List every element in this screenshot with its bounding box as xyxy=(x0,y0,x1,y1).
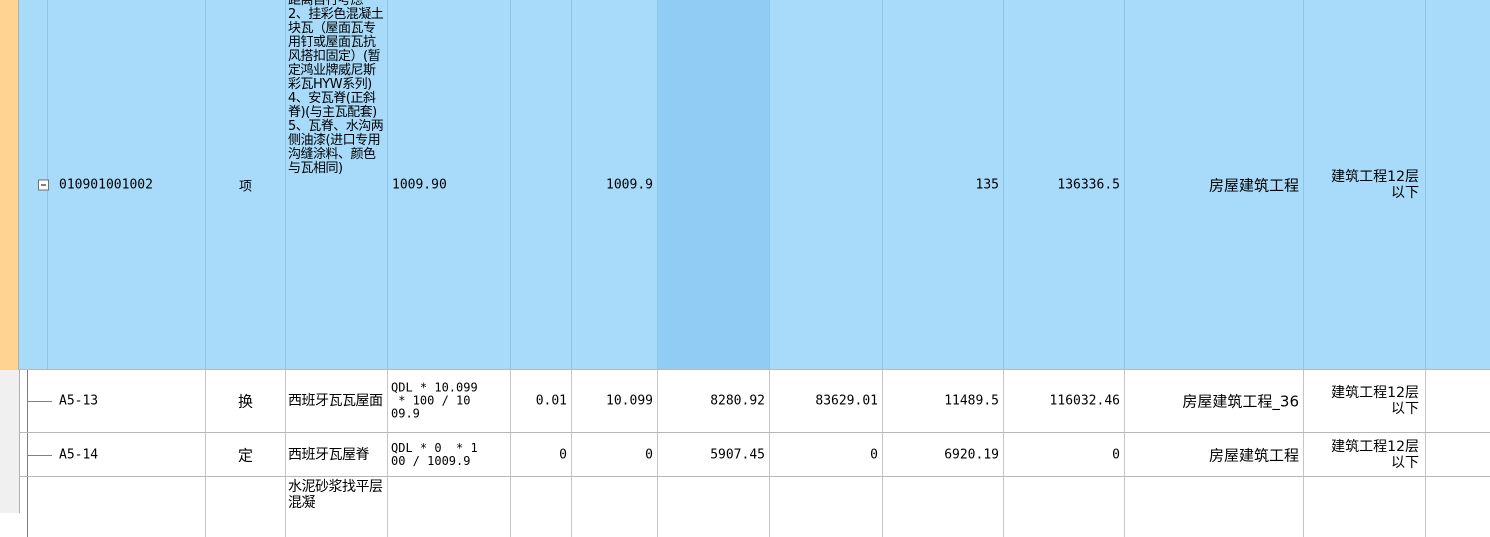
expression-cell[interactable]: 1009.90 xyxy=(388,0,511,369)
comp-total-text: 0 xyxy=(1112,447,1120,462)
type-text: 换 xyxy=(237,392,253,411)
quantity-text: 0 xyxy=(645,447,653,462)
expression-text: QDL * 0 * 1 00 / 1009.9 xyxy=(391,440,478,468)
extra-cell[interactable] xyxy=(1426,433,1490,476)
quantity-cell[interactable]: 0 xyxy=(572,433,658,476)
comp-total-cell[interactable] xyxy=(1004,477,1125,537)
total-cell[interactable]: 0 xyxy=(770,433,883,476)
comp-price-text: 135 xyxy=(975,177,999,192)
unit-price-cell[interactable] xyxy=(658,0,770,369)
specialty-cell[interactable]: 房屋建筑工程_36 xyxy=(1125,370,1304,432)
description-text: 西班牙瓦瓦屋面 xyxy=(288,393,383,409)
collapse-icon[interactable] xyxy=(38,179,49,190)
code-text: A5-14 xyxy=(59,447,99,462)
fee-category-cell[interactable]: 建筑工程12层 以下 xyxy=(1304,370,1426,432)
expression-cell[interactable]: QDL * 10.099 * 100 / 10 09.9 xyxy=(388,370,511,432)
quantity-text: 1009.9 xyxy=(606,177,653,192)
total-text: 0 xyxy=(870,447,878,462)
table-row-partial[interactable]: 水泥砂浆找平层 混凝 xyxy=(19,477,1490,537)
description-cell[interactable]: 西班牙瓦瓦屋面 xyxy=(286,370,388,432)
tree-branch xyxy=(27,401,52,402)
type-text: 项 xyxy=(238,179,252,194)
expression-cell[interactable]: QDL * 0 * 1 00 / 1009.9 xyxy=(388,433,511,476)
comp-total-text: 136336.5 xyxy=(1057,177,1120,192)
content-cell[interactable] xyxy=(511,477,572,537)
quantity-cell[interactable]: 10.099 xyxy=(572,370,658,432)
total-cell[interactable]: 83629.01 xyxy=(770,370,883,432)
total-cell[interactable] xyxy=(770,477,883,537)
code-cell[interactable]: A5-14 xyxy=(19,433,206,476)
comp-total-cell[interactable]: 136336.5 xyxy=(1004,0,1125,369)
comp-price-cell[interactable]: 135 xyxy=(883,0,1004,369)
expression-cell[interactable] xyxy=(388,477,511,537)
content-text: 0 xyxy=(559,447,567,462)
extra-cell[interactable] xyxy=(1426,0,1490,369)
description-cell[interactable]: 距离自行考虑 2、挂彩色混凝土块瓦（屋面瓦专用钉或屋面瓦抗风搭扣固定）(暂定鸿业… xyxy=(286,0,388,369)
fee-category-text: 建筑工程12层 以下 xyxy=(1331,438,1419,471)
table-row-bill-item[interactable]: 010901001002 项 距离自行考虑 2、挂彩色混凝土块瓦（屋面瓦专用钉或… xyxy=(19,0,1490,370)
quantity-cell[interactable] xyxy=(572,477,658,537)
type-text: 定 xyxy=(237,446,253,464)
total-text: 83629.01 xyxy=(815,393,878,409)
comp-total-text: 116032.46 xyxy=(1049,393,1120,409)
content-cell[interactable] xyxy=(511,0,572,369)
code-cell[interactable]: A5-13 xyxy=(19,370,206,432)
table-row-quota[interactable]: A5-14 定 西班牙瓦屋脊 QDL * 0 * 1 00 / 1009.9 0… xyxy=(19,433,1490,477)
code-text: A5-13 xyxy=(59,393,99,409)
fee-category-text: 建筑工程12层 以下 xyxy=(1331,385,1419,417)
tree-connector xyxy=(27,477,28,537)
unit-price-text: 5907.45 xyxy=(710,447,765,462)
selected-row-indicator[interactable] xyxy=(0,0,19,370)
total-cell[interactable] xyxy=(770,0,883,369)
unit-price-cell[interactable]: 8280.92 xyxy=(658,370,770,432)
specialty-text: 房屋建筑工程 xyxy=(1208,446,1299,464)
extra-cell[interactable] xyxy=(1426,477,1490,537)
specialty-cell[interactable]: 房屋建筑工程 xyxy=(1125,0,1304,369)
specialty-text: 房屋建筑工程 xyxy=(1208,176,1299,194)
table-row-quota[interactable]: A5-13 换 西班牙瓦瓦屋面 QDL * 10.099 * 100 / 10 … xyxy=(19,370,1490,433)
description-cell[interactable]: 西班牙瓦屋脊 xyxy=(286,433,388,476)
comp-total-cell[interactable]: 0 xyxy=(1004,433,1125,476)
comp-total-cell[interactable]: 116032.46 xyxy=(1004,370,1125,432)
content-cell[interactable]: 0 xyxy=(511,433,572,476)
type-cell[interactable]: 项 xyxy=(206,0,286,369)
code-cell[interactable]: 010901001002 xyxy=(19,0,206,369)
description-text: 距离自行考虑 2、挂彩色混凝土块瓦（屋面瓦专用钉或屋面瓦抗风搭扣固定）(暂定鸿业… xyxy=(288,0,384,176)
fee-category-cell[interactable]: 建筑工程12层 以下 xyxy=(1304,0,1426,369)
specialty-cell[interactable]: 房屋建筑工程 xyxy=(1125,433,1304,476)
expression-text: 1009.90 xyxy=(392,177,447,192)
fee-category-cell[interactable]: 建筑工程12层 以下 xyxy=(1304,433,1426,476)
content-text: 0.01 xyxy=(535,393,567,409)
unit-price-cell[interactable]: 5907.45 xyxy=(658,433,770,476)
specialty-text: 房屋建筑工程_36 xyxy=(1182,392,1299,411)
type-cell[interactable]: 定 xyxy=(206,433,286,476)
extra-cell[interactable] xyxy=(1426,370,1490,432)
comp-price-cell[interactable]: 11489.5 xyxy=(883,370,1004,432)
unit-price-cell[interactable] xyxy=(658,477,770,537)
comp-price-text: 6920.19 xyxy=(944,447,999,462)
comp-price-cell[interactable] xyxy=(883,477,1004,537)
content-cell[interactable]: 0.01 xyxy=(511,370,572,432)
tree-branch xyxy=(27,454,52,456)
quantity-text: 10.099 xyxy=(606,393,653,409)
comp-price-cell[interactable]: 6920.19 xyxy=(883,433,1004,476)
code-cell[interactable] xyxy=(19,477,206,537)
unit-price-text: 8280.92 xyxy=(710,393,765,409)
specialty-cell[interactable] xyxy=(1125,477,1304,537)
fee-category-text: 建筑工程12层 以下 xyxy=(1331,168,1419,201)
expression-text: QDL * 10.099 * 100 / 10 09.9 xyxy=(391,380,478,421)
code-text: 010901001002 xyxy=(59,177,153,192)
description-text: 水泥砂浆找平层 混凝 xyxy=(288,479,387,511)
fee-category-cell[interactable] xyxy=(1304,477,1426,537)
quantity-cell[interactable]: 1009.9 xyxy=(572,0,658,369)
type-cell[interactable]: 换 xyxy=(206,370,286,432)
comp-price-text: 11489.5 xyxy=(944,393,999,409)
description-text: 西班牙瓦屋脊 xyxy=(288,446,370,463)
description-cell[interactable]: 水泥砂浆找平层 混凝 xyxy=(286,477,388,537)
type-cell[interactable] xyxy=(206,477,286,537)
